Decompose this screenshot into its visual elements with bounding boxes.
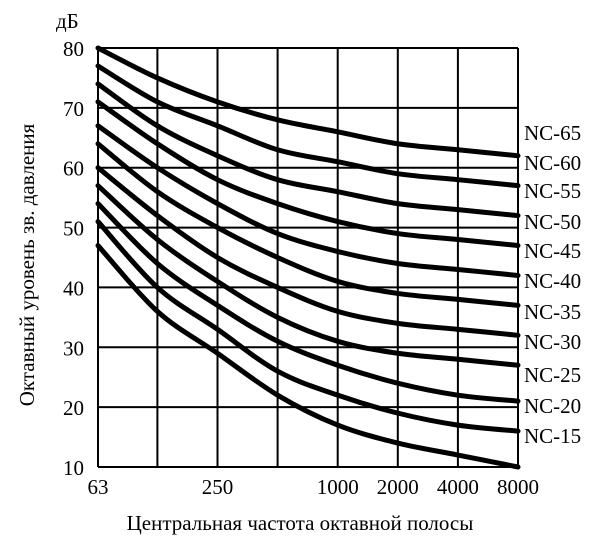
y-axis-title: Октавный уровень зв. давления (15, 123, 39, 406)
series-line-nc-20 (95, 219, 521, 434)
series-label: NC-65 (524, 121, 581, 145)
series-label: NC-30 (524, 330, 581, 354)
x-tick-label: 63 (88, 475, 109, 499)
series-label: NC-15 (524, 424, 581, 448)
y-tick-label: 30 (63, 336, 84, 360)
series-labels: NC-65 NC-60 NC-55 NC-50 NC-45 NC-40 NC-35 NC-30… (524, 121, 581, 448)
series-label: NC-60 (524, 151, 581, 175)
x-axis-title: Центральная частота октавной полосы (127, 511, 474, 535)
curves (95, 45, 521, 470)
y-tick-label: 70 (63, 97, 84, 121)
series-line-nc-40 (95, 141, 521, 308)
x-tick-label: 250 (202, 475, 234, 499)
unit-label: дБ (56, 9, 79, 33)
series-label: NC-45 (524, 239, 581, 263)
series-line-nc-15 (95, 243, 521, 470)
series-label: NC-20 (524, 394, 581, 418)
x-tick-label: 1000 (317, 475, 359, 499)
series-line-nc-35 (95, 165, 521, 338)
y-tick-label: 40 (63, 276, 84, 300)
series-line-nc-55 (95, 81, 521, 219)
x-tick-label: 8000 (497, 475, 539, 499)
y-tick-label: 50 (63, 217, 84, 241)
y-tick-label: 80 (63, 37, 84, 61)
series-line-nc-65 (95, 45, 521, 159)
series-label: NC-55 (524, 179, 581, 203)
series-label: NC-50 (524, 210, 581, 234)
x-tick-labels: 63 250 1000 2000 4000 8000 (88, 475, 540, 499)
series-line-nc-60 (95, 63, 521, 189)
series-label: NC-25 (524, 363, 581, 387)
x-tick-label: 4000 (437, 475, 479, 499)
y-tick-label: 20 (63, 396, 84, 420)
series-line-nc-50 (95, 99, 521, 249)
series-line-nc-30 (95, 183, 521, 368)
y-tick-labels: 10 20 30 40 50 60 70 80 (63, 37, 84, 480)
series-label: NC-35 (524, 300, 581, 324)
series-line-nc-25 (95, 201, 521, 404)
x-tick-label: 2000 (377, 475, 419, 499)
grid (97, 47, 519, 468)
y-tick-label: 60 (63, 157, 84, 181)
series-line-nc-45 (95, 123, 521, 278)
y-tick-label: 10 (63, 456, 84, 480)
series-label: NC-40 (524, 269, 581, 293)
